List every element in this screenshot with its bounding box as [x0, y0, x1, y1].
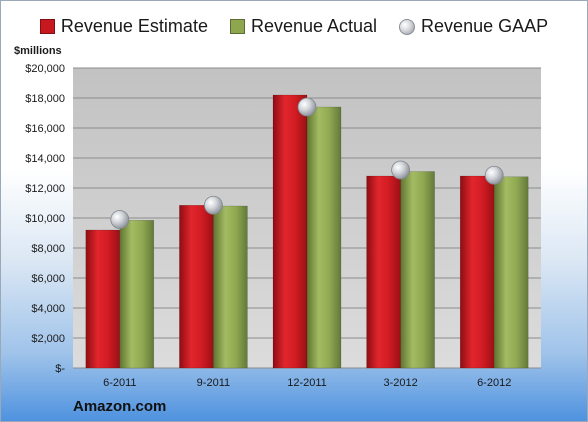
x-tick-label: 6-2011	[103, 377, 136, 389]
y-tick-label: $-	[55, 363, 65, 375]
bar-revenue-actual	[400, 171, 435, 369]
x-tick-label: 3-2012	[383, 377, 417, 389]
x-tick-label: 12-2011	[287, 377, 327, 389]
y-tick-label: $14,000	[25, 153, 65, 165]
x-tick-label: 6-2012	[477, 377, 511, 389]
y-tick-label: $16,000	[25, 123, 65, 135]
legend-marker-gaap	[399, 18, 416, 35]
bar-revenue-estimate	[179, 205, 214, 369]
bar-revenue-actual	[493, 176, 529, 369]
y-tick-label: $2,000	[31, 333, 65, 345]
bar-revenue-estimate	[272, 94, 308, 369]
bar-revenue-estimate	[85, 229, 121, 369]
bar-revenue-estimate	[459, 175, 495, 369]
y-axis-unit-label: $millions	[14, 45, 62, 57]
y-tick-label: $6,000	[31, 273, 65, 285]
marker-revenue-gaap	[484, 165, 504, 185]
bar-revenue-actual	[119, 220, 155, 369]
y-tick-label: $8,000	[31, 243, 65, 255]
bar-revenue-actual	[213, 205, 248, 369]
company-label: Amazon.com	[73, 398, 167, 415]
x-tick-label: 9-2011	[197, 377, 230, 389]
marker-revenue-gaap	[391, 160, 411, 180]
chart-legend: Revenue Estimate Revenue Actual Revenue …	[1, 16, 587, 37]
legend-label-estimate: Revenue Estimate	[60, 16, 208, 36]
legend-swatch-actual	[229, 19, 245, 34]
legend-label-actual: Revenue Actual	[250, 16, 378, 36]
y-tick-label: $10,000	[25, 213, 65, 225]
y-tick-label: $18,000	[25, 93, 65, 105]
bar-revenue-actual	[306, 106, 342, 369]
legend-label-gaap: Revenue GAAP	[421, 16, 549, 36]
y-tick-label: $12,000	[25, 183, 65, 195]
marker-revenue-gaap	[110, 210, 130, 229]
y-tick-label: $20,000	[25, 63, 65, 75]
legend-item-gaap: Revenue GAAP	[399, 16, 548, 37]
legend-item-estimate: Revenue Estimate	[39, 16, 208, 37]
bar-revenue-estimate	[366, 175, 401, 369]
y-tick-label: $4,000	[31, 303, 65, 315]
legend-swatch-estimate	[39, 19, 55, 34]
marker-revenue-gaap	[297, 97, 317, 117]
legend-item-actual: Revenue Actual	[229, 16, 378, 37]
marker-revenue-gaap	[203, 195, 223, 215]
